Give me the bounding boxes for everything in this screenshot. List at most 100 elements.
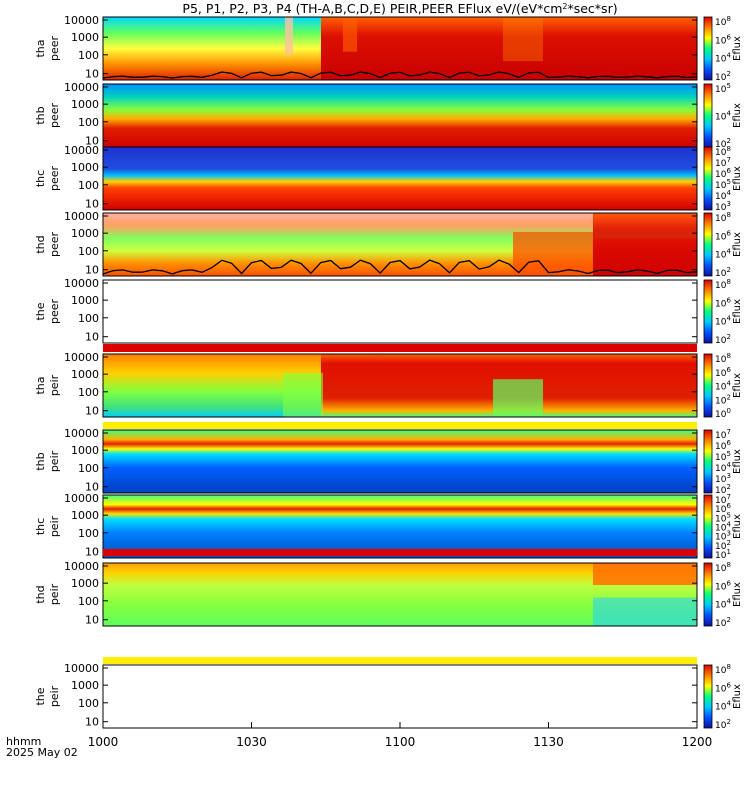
colorbar (703, 562, 713, 627)
colorbar-tick-label: 104 (715, 461, 731, 474)
y-tick-label: 1000 (71, 31, 99, 44)
y-tick-label: 100 (78, 527, 99, 540)
colorbar-tick-label: 102 (715, 718, 731, 731)
panel-thc-peer: 10000 1000 100 10 thc peer 108107106105104103E… (34, 144, 743, 213)
spectrogram-thb-peer (103, 84, 697, 147)
panel-probe-label: thd (34, 235, 47, 253)
colorbar (703, 146, 713, 211)
status-bar (103, 422, 697, 429)
panel-probe-label: thb (34, 106, 47, 124)
colorbar (703, 429, 713, 494)
y-tick-label: 100 (78, 49, 99, 62)
colorbar-tick-label: 102 (715, 70, 731, 83)
y-tick-label: 10000 (64, 662, 99, 675)
colorbar-label: Eflux (732, 582, 743, 607)
colorbar (703, 16, 713, 81)
colorbar-tick-label: 106 (715, 33, 731, 46)
y-tick-label: 1000 (71, 368, 99, 381)
colorbar (703, 353, 713, 418)
panel-species-label: peer (48, 166, 61, 192)
y-tick-label: 10000 (64, 14, 99, 27)
y-tick-label: 100 (78, 312, 99, 325)
colorbar-tick-label: 106 (715, 167, 731, 180)
spectrogram-thc-peir (103, 495, 697, 558)
y-tick-label: 10000 (64, 492, 99, 505)
colorbar-tick-label: 102 (715, 539, 731, 552)
y-tick-label: 10 (85, 264, 99, 277)
colorbar-tick-label: 104 (715, 189, 731, 202)
panel-species-label: peer (48, 232, 61, 258)
spectrogram-tha-peir (103, 354, 697, 417)
colorbar (703, 664, 713, 729)
y-tick-label: 1000 (71, 161, 99, 174)
x-tick-label: 1000 (88, 735, 119, 749)
panel-probe-label: tha (34, 39, 47, 57)
colorbar-tick-label: 104 (715, 700, 731, 713)
colorbar-label: Eflux (732, 36, 743, 61)
spacecraft-potential-line (102, 71, 698, 79)
colorbar-tick-label: 107 (715, 156, 731, 169)
colorbar-tick-label: 100 (715, 407, 731, 420)
x-axis: hhmm 2025 May 02 1000 1030 1100 1130 1200 (6, 722, 712, 759)
x-axis-label-line1: hhmm (6, 735, 41, 748)
panel-species-label: peir (48, 515, 61, 537)
y-tick-label: 100 (78, 386, 99, 399)
colorbar-tick-label: 106 (715, 366, 731, 379)
panel-probe-label: the (34, 687, 47, 705)
y-tick-label: 10000 (64, 144, 99, 157)
colorbar-tick-label: 104 (715, 521, 731, 534)
colorbar-tick-label: 106 (715, 502, 731, 515)
panel-species-label: peer (48, 103, 61, 129)
y-tick-label: 10 (85, 716, 99, 729)
spectrogram-thc-peer (103, 147, 697, 210)
panel-probe-label: the (34, 302, 47, 320)
panel-frame (102, 16, 698, 81)
y-tick-label: 10 (85, 546, 99, 559)
x-tick-label: 1200 (682, 735, 713, 749)
colorbar-tick-label: 106 (715, 229, 731, 242)
spectrogram-tha-peer (103, 17, 697, 80)
colorbar (703, 212, 713, 277)
colorbar-label: Eflux (732, 299, 743, 324)
x-tick-label: 1030 (236, 735, 267, 749)
colorbar-tick-label: 103 (715, 472, 731, 485)
status-bar (103, 657, 697, 664)
y-tick-label: 10000 (64, 81, 99, 94)
colorbar-tick-label: 102 (715, 483, 731, 496)
y-tick-label: 10 (85, 405, 99, 418)
colorbar-tick-label: 104 (715, 248, 731, 261)
y-tick-label: 1000 (71, 227, 99, 240)
colorbar-tick-label: 104 (715, 598, 731, 611)
y-tick-label: 100 (78, 595, 99, 608)
colorbar-tick-label: 102 (715, 333, 731, 346)
colorbar-tick-label: 105 (715, 511, 731, 524)
colorbar-label: Eflux (732, 232, 743, 257)
panel-thb-peir: 10000 1000 100 10 thb peir 107106105104103102E… (34, 427, 743, 496)
colorbar-tick-label: 104 (715, 110, 731, 123)
y-tick-label: 10000 (64, 210, 99, 223)
colorbar-tick-label: 105 (715, 178, 731, 191)
colorbar-tick-label: 106 (715, 296, 731, 309)
colorbar-tick-label: 106 (715, 681, 731, 694)
panel-species-label: peir (48, 583, 61, 605)
y-tick-label: 10 (85, 68, 99, 81)
spectrogram-thb-peir (103, 430, 697, 493)
colorbar-tick-label: 102 (715, 393, 731, 406)
panel-frame (102, 279, 698, 344)
y-tick-label: 10 (85, 481, 99, 494)
y-tick-label: 10000 (64, 427, 99, 440)
panel-probe-label: thc (34, 170, 47, 187)
y-tick-label: 10000 (64, 560, 99, 573)
colorbar-tick-label: 104 (715, 52, 731, 65)
colorbar-tick-label: 105 (715, 82, 731, 95)
colorbar-label: Eflux (732, 684, 743, 709)
panel-frame (102, 212, 698, 277)
